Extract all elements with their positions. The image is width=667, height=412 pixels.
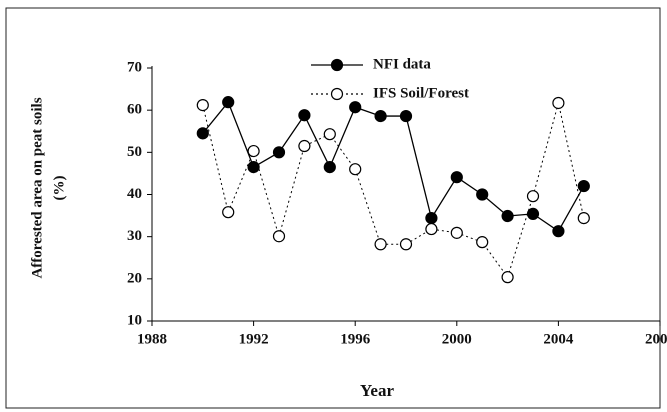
x-tick-label: 2004 bbox=[543, 331, 574, 347]
y-tick-label: 70 bbox=[127, 59, 142, 75]
marker bbox=[552, 225, 565, 238]
x-tick-label: 1988 bbox=[137, 331, 167, 347]
series-line bbox=[202, 100, 585, 233]
marker bbox=[349, 101, 362, 114]
marker bbox=[196, 99, 209, 112]
marker bbox=[374, 238, 387, 251]
x-tick-label: 1992 bbox=[239, 331, 269, 347]
marker bbox=[425, 222, 438, 236]
marker bbox=[577, 179, 590, 193]
marker bbox=[349, 163, 362, 176]
marker bbox=[526, 190, 540, 203]
legend-label: NFI data bbox=[373, 56, 431, 72]
marker bbox=[272, 146, 286, 159]
marker bbox=[501, 271, 514, 284]
legend-marker bbox=[330, 87, 344, 101]
marker bbox=[323, 160, 336, 174]
legend-label: IFS Soil/Forest bbox=[373, 85, 469, 101]
marker bbox=[399, 238, 413, 251]
x-tick-label: 2008 bbox=[645, 331, 667, 347]
marker bbox=[450, 226, 463, 239]
marker bbox=[476, 188, 489, 201]
y-tick-label: 40 bbox=[127, 186, 142, 202]
y-axis-label: (%) bbox=[51, 176, 67, 201]
legend-marker bbox=[330, 58, 344, 72]
marker bbox=[222, 206, 235, 219]
marker bbox=[374, 109, 387, 123]
frame bbox=[5, 7, 661, 409]
series-line bbox=[202, 102, 585, 279]
y-tick-label: 60 bbox=[127, 102, 142, 118]
x-tick-label: 1996 bbox=[340, 331, 371, 347]
marker bbox=[476, 236, 489, 249]
marker bbox=[298, 139, 311, 153]
y-tick-label: 30 bbox=[127, 228, 142, 244]
marker bbox=[501, 209, 514, 223]
y-axis-label: Afforested area on peat soils bbox=[29, 97, 45, 278]
marker bbox=[247, 160, 260, 174]
y-tick-label: 20 bbox=[127, 270, 142, 286]
marker bbox=[399, 109, 413, 123]
marker bbox=[577, 212, 590, 225]
y-tick-label: 50 bbox=[127, 144, 142, 160]
x-tick-label: 2000 bbox=[442, 331, 472, 347]
marker bbox=[222, 96, 235, 109]
x-axis-label: Year bbox=[360, 381, 394, 400]
marker bbox=[450, 171, 463, 184]
marker bbox=[272, 230, 286, 243]
marker bbox=[552, 96, 565, 110]
marker bbox=[323, 128, 336, 141]
marker bbox=[247, 144, 260, 158]
marker bbox=[196, 127, 209, 140]
y-tick-label: 10 bbox=[127, 312, 142, 328]
marker bbox=[425, 212, 438, 225]
marker bbox=[298, 109, 311, 122]
